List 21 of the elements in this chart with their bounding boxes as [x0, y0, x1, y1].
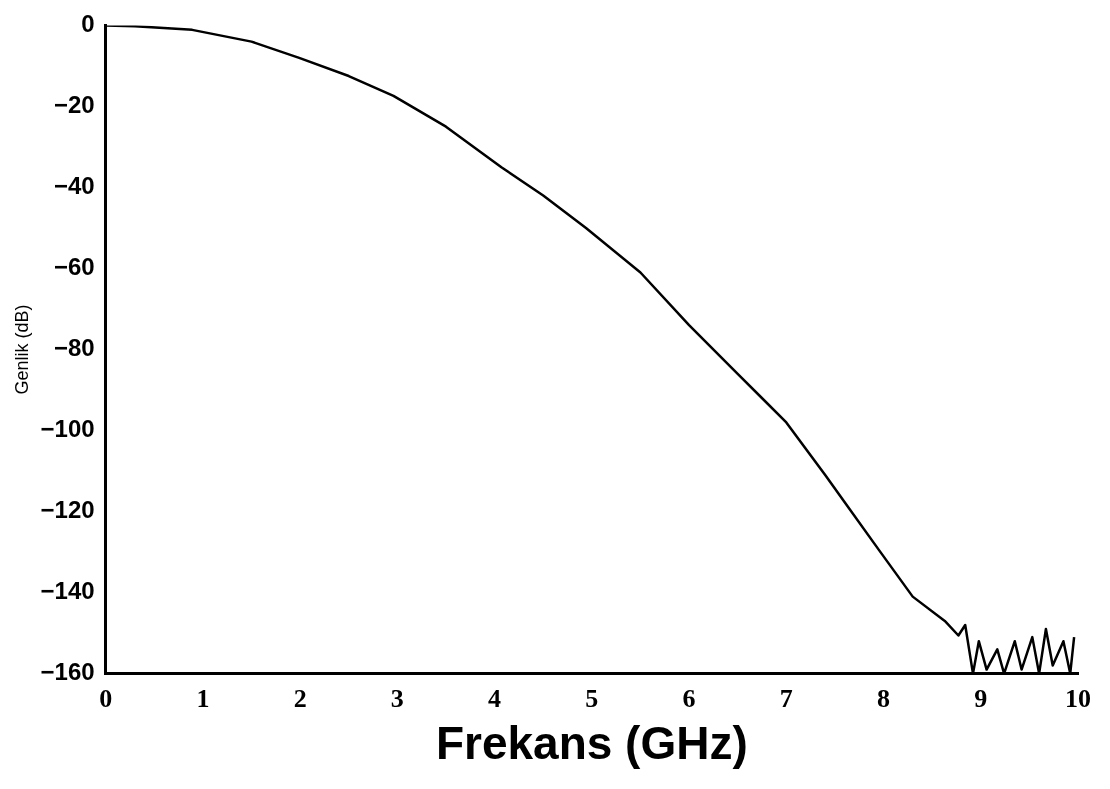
x-tick-label: 4 — [488, 683, 502, 713]
y-tick-label: −40 — [53, 172, 95, 200]
x-axis-title: Frekans (GHz) — [435, 717, 748, 770]
x-tick-label: 9 — [974, 683, 988, 713]
y-tick-label: 0 — [81, 10, 95, 38]
x-tick-label: 2 — [293, 683, 307, 713]
y-tick-label: −120 — [40, 496, 95, 524]
y-axis-title: Genlik (dB) — [11, 304, 32, 395]
x-tick-label: 5 — [585, 683, 599, 713]
x-tick-label: 10 — [1065, 683, 1091, 713]
x-tick-label: 8 — [877, 683, 891, 713]
x-tick-label: 1 — [196, 683, 210, 713]
x-tick-label: 3 — [390, 683, 404, 713]
y-tick-label: −140 — [40, 577, 95, 605]
y-tick-label: −100 — [40, 415, 95, 443]
y-tick-label: −60 — [53, 253, 95, 281]
y-tick-label: −80 — [53, 334, 95, 362]
y-tick-label: −160 — [40, 658, 95, 686]
y-tick-label: −20 — [53, 91, 95, 119]
x-tick-label: 6 — [682, 683, 696, 713]
x-tick-label: 7 — [779, 683, 793, 713]
